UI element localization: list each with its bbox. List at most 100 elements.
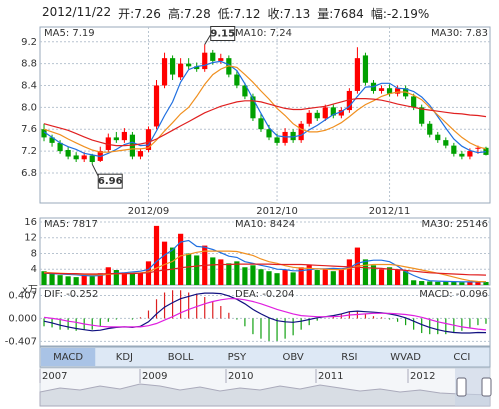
candle-body (298, 123, 304, 141)
y-tick-label: 7.6 (21, 124, 37, 135)
volume-bar (81, 275, 87, 285)
volume-bar (113, 270, 119, 285)
volume-bar (435, 281, 441, 285)
tab-label: RSI (341, 352, 357, 363)
quote-field: 量:7684 (317, 7, 364, 21)
indicator-tab[interactable]: BOLL (153, 348, 208, 366)
volume-bar (386, 267, 393, 285)
ma-line (43, 65, 487, 153)
volume-bar (274, 273, 280, 285)
indicator-tab[interactable]: PSY (209, 348, 264, 366)
candle-body (274, 137, 280, 143)
quote-field: 开:7.26 (118, 7, 161, 21)
candle-body (451, 145, 457, 154)
x-tick-label: 2012/10 (256, 206, 298, 217)
indicator-label: MA10: 7.24 (235, 28, 292, 39)
quote-field: 高:7.28 (167, 7, 211, 21)
candle-body (178, 63, 184, 78)
candle-body (346, 90, 352, 111)
volume-bar (97, 273, 103, 285)
navigator-handle[interactable] (481, 377, 492, 397)
volume-bar (57, 275, 63, 285)
indicator-tab[interactable]: RSI (322, 348, 377, 366)
candle-body (218, 58, 224, 61)
candle-body (435, 134, 441, 141)
candle-body (330, 107, 336, 116)
volume-bar (226, 263, 232, 285)
y-tick-label: 8.0 (21, 102, 37, 113)
ma-line (44, 263, 487, 276)
volume-bar (169, 247, 176, 285)
volume-bar (73, 277, 79, 285)
candle-body (57, 142, 63, 152)
macd-panel (39, 287, 491, 347)
volume-bar (242, 267, 248, 285)
y-tick-label: 0.000 (8, 313, 37, 324)
y-tick-label: 7.2 (21, 146, 37, 157)
callout-line (204, 34, 212, 45)
y-tick-label: 4 (31, 264, 37, 275)
candle-body (49, 137, 55, 143)
volume-bar (210, 257, 216, 285)
volume-bar (282, 270, 288, 285)
candle-body (202, 52, 208, 70)
volume-bar (451, 281, 457, 285)
price-panel (39, 26, 491, 204)
volume-bar (290, 272, 296, 285)
tab-label: OBV (282, 352, 303, 363)
volume-bar (129, 273, 136, 285)
candle-body (459, 153, 465, 157)
candle-body (386, 88, 393, 94)
candle-body (378, 88, 385, 91)
indicator-label: MA5: 7.19 (44, 28, 95, 39)
volume-bar (330, 271, 336, 285)
volume-bar (89, 276, 95, 285)
volume-bar (370, 265, 377, 285)
volume-bar (250, 265, 256, 285)
candle-body (306, 112, 312, 124)
volume-bar (105, 267, 111, 285)
candle-body (467, 151, 473, 157)
volume-bar (153, 225, 160, 285)
y-tick-label: 16 (24, 217, 37, 228)
candle-body (258, 118, 264, 130)
indicator-tab[interactable]: CCI (434, 348, 489, 366)
candle-body (322, 107, 328, 119)
ma-line (43, 298, 487, 331)
candle-body (210, 52, 216, 61)
volume-bar (403, 271, 409, 285)
callout-box (210, 25, 236, 41)
indicator-tab[interactable]: MACD (41, 348, 96, 366)
indicator-tab[interactable]: KDJ (97, 348, 152, 366)
volume-bar (258, 269, 264, 285)
y-tick-label: -0.407 (5, 336, 37, 347)
volume-bar (467, 282, 473, 285)
indicator-tab[interactable]: OBV (266, 348, 321, 366)
volume-bar (459, 282, 465, 285)
volume-bar (218, 259, 224, 285)
indicator-label: MACD: -0.096 (419, 289, 488, 300)
volume-bar (443, 281, 449, 285)
candle-body (419, 107, 425, 124)
callout-box (97, 173, 123, 189)
tab-background (266, 348, 321, 366)
tab-background (153, 348, 208, 366)
quote-field: 低:7.12 (217, 7, 261, 21)
y-tick-label: 8.4 (21, 80, 37, 91)
candle-body (411, 96, 417, 108)
navigator-year: 2009 (142, 371, 167, 382)
volume-bar (338, 269, 344, 285)
candle-body (89, 155, 95, 163)
volume-bar (178, 233, 184, 285)
indicator-label: MA10: 8424 (235, 219, 295, 230)
tab-background (209, 348, 264, 366)
ma-line (43, 97, 487, 147)
volume-bar (298, 267, 304, 285)
volume-bar (322, 268, 328, 285)
callout-line (91, 163, 99, 177)
navigator-handle[interactable] (456, 377, 467, 397)
indicator-tab[interactable]: WVAD (378, 348, 433, 366)
candle-body (194, 66, 200, 70)
indicator-label: MA5: 7817 (44, 219, 98, 230)
